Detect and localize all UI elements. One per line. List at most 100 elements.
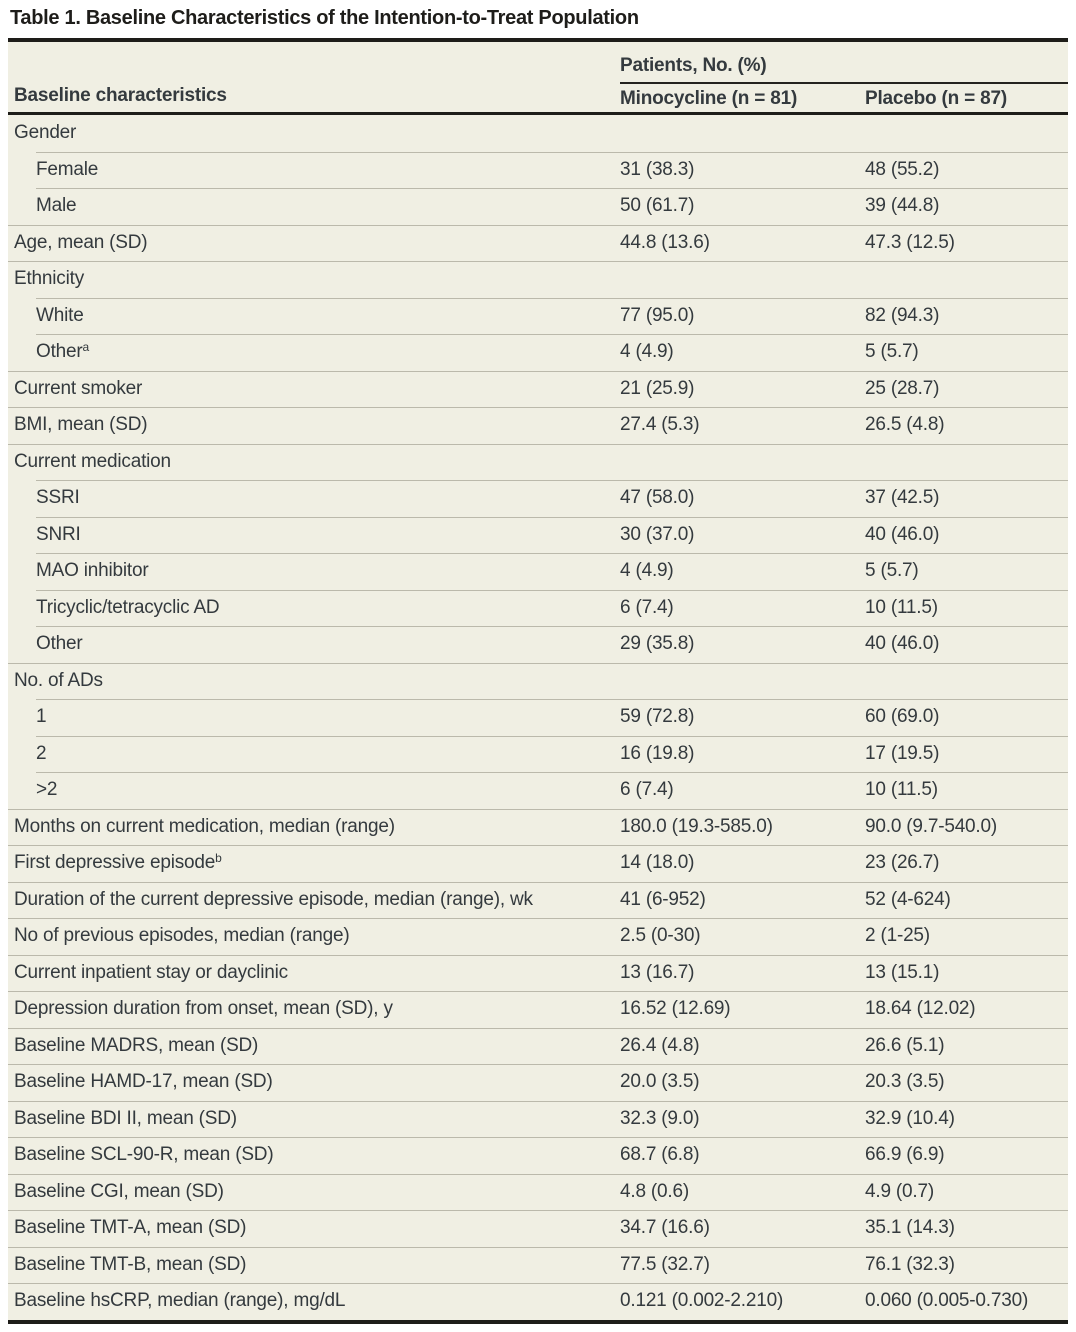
row-label-text: Months on current medication, median (ra… [14, 815, 395, 837]
baseline-characteristics-table: Baseline characteristics Patients, No. (… [8, 38, 1068, 1324]
table-row: Gender [8, 115, 1068, 152]
row-placebo-value: 25 (28.7) [865, 377, 940, 399]
row-label-sup: b [215, 851, 222, 866]
row-minocycline-value: 31 (38.3) [620, 158, 695, 180]
row-label: Male [8, 195, 620, 217]
table-body: Gender Female 31 (38.3) 48 (55.2) Male 5… [8, 115, 1068, 1320]
row-label-text: Depression duration from onset, mean (SD… [14, 998, 393, 1020]
row-label-text: Baseline MADRS, mean (SD) [14, 1034, 259, 1056]
table-row: Female 31 (38.3) 48 (55.2) [8, 151, 1068, 189]
row-minocycline-value: 4.8 (0.6) [620, 1180, 689, 1202]
row-label: 1 [8, 706, 620, 728]
table-row: Othera 4 (4.9) 5 (5.7) [8, 334, 1068, 371]
row-label: Baseline SCL-90-R, mean (SD) [8, 1144, 620, 1166]
table-row: Current medication [8, 443, 1068, 481]
row-minocycline-value: 26.4 (4.8) [620, 1034, 700, 1056]
table-row: Baseline hsCRP, median (range), mg/dL 0.… [8, 1283, 1068, 1320]
row-label-text: Baseline HAMD-17, mean (SD) [14, 1071, 273, 1093]
row-minocycline-value: 29 (35.8) [620, 633, 695, 655]
row-placebo-value: 5 (5.7) [865, 341, 919, 363]
row-minocycline-value: 41 (6-952) [620, 888, 706, 910]
row-minocycline-value: 16.52 (12.69) [620, 998, 731, 1020]
row-placebo-value: 52 (4-624) [865, 888, 951, 910]
row-label-text: Gender [14, 122, 77, 144]
table-row: >2 6 (7.4) 10 (11.5) [8, 772, 1068, 809]
row-placebo-value: 13 (15.1) [865, 961, 940, 983]
row-placebo-value: 37 (42.5) [865, 487, 940, 509]
row-minocycline-value: 16 (19.8) [620, 742, 695, 764]
row-minocycline-value: 47 (58.0) [620, 487, 695, 509]
row-placebo-value: 17 (19.5) [865, 742, 940, 764]
row-placebo-value: 60 (69.0) [865, 706, 940, 728]
row-label-text: White [36, 304, 84, 326]
row-placebo-value: 26.5 (4.8) [865, 414, 945, 436]
row-placebo-value: 47.3 (12.5) [865, 231, 955, 253]
row-label-text: Duration of the current depressive episo… [14, 888, 533, 910]
row-label: Baseline TMT-A, mean (SD) [8, 1217, 620, 1239]
table-row: White 77 (95.0) 82 (94.3) [8, 297, 1068, 335]
row-minocycline-value: 50 (61.7) [620, 195, 695, 217]
column-header-minocycline: Minocycline (n = 81) [620, 88, 798, 109]
row-label-text: No of previous episodes, median (range) [14, 925, 350, 947]
row-placebo-value: 0.060 (0.005-0.730) [865, 1290, 1029, 1312]
table-row: Male 50 (61.7) 39 (44.8) [8, 188, 1068, 225]
table-row: Age, mean (SD) 44.8 (13.6) 47.3 (12.5) [8, 224, 1068, 262]
row-minocycline-value: 14 (18.0) [620, 852, 695, 874]
table-row: Baseline TMT-A, mean (SD) 34.7 (16.6) 35… [8, 1210, 1068, 1247]
row-label-text: Current smoker [14, 377, 143, 399]
row-label: Current medication [8, 451, 620, 473]
table-row: No of previous episodes, median (range) … [8, 918, 1068, 955]
row-label: Othera [8, 340, 620, 363]
row-placebo-value: 39 (44.8) [865, 195, 940, 217]
row-placebo-value: 40 (46.0) [865, 523, 940, 545]
row-minocycline-value: 2.5 (0-30) [620, 925, 701, 947]
row-placebo-value: 26.6 (5.1) [865, 1034, 945, 1056]
row-placebo-value: 2 (1-25) [865, 925, 930, 947]
row-label: Age, mean (SD) [8, 232, 620, 254]
row-label-text: Age, mean (SD) [14, 231, 148, 253]
row-placebo-value: 4.9 (0.7) [865, 1180, 934, 1202]
table-row: SNRI 30 (37.0) 40 (46.0) [8, 516, 1068, 554]
row-minocycline-value: 68.7 (6.8) [620, 1144, 700, 1166]
table-row: No. of ADs [8, 662, 1068, 700]
row-placebo-value: 18.64 (12.02) [865, 998, 976, 1020]
row-label: Current inpatient stay or dayclinic [8, 962, 620, 984]
row-label-text: Ethnicity [14, 268, 85, 290]
column-header-placebo: Placebo (n = 87) [865, 88, 1007, 109]
table-row: BMI, mean (SD) 27.4 (5.3) 26.5 (4.8) [8, 407, 1068, 444]
row-minocycline-value: 77 (95.0) [620, 304, 695, 326]
row-label-sup: a [82, 340, 90, 355]
row-minocycline-value: 77.5 (32.7) [620, 1253, 710, 1275]
table-row: SSRI 47 (58.0) 37 (42.5) [8, 480, 1068, 517]
row-minocycline-value: 180.0 (19.3-585.0) [620, 815, 773, 837]
row-label-text: Male [36, 195, 77, 217]
row-minocycline-value: 6 (7.4) [620, 596, 674, 618]
row-label-text: Current medication [14, 450, 171, 472]
row-minocycline-value: 34.7 (16.6) [620, 1217, 710, 1239]
row-label-text: Female [36, 158, 99, 180]
table-row: MAO inhibitor 4 (4.9) 5 (5.7) [8, 553, 1068, 590]
table-row: Tricyclic/tetracyclic AD 6 (7.4) 10 (11.… [8, 589, 1068, 627]
row-label-text: No. of ADs [14, 669, 103, 691]
row-label-text: SSRI [36, 487, 80, 509]
row-label-text: 2 [36, 742, 47, 764]
row-label: Gender [8, 122, 620, 144]
row-label: White [8, 305, 620, 327]
row-label-text: Baseline SCL-90-R, mean (SD) [14, 1144, 274, 1166]
row-label: Ethnicity [8, 268, 620, 290]
row-label: Months on current medication, median (ra… [8, 816, 620, 838]
row-placebo-value: 23 (26.7) [865, 852, 940, 874]
row-minocycline-value: 13 (16.7) [620, 961, 695, 983]
row-label-text: Baseline TMT-A, mean (SD) [14, 1217, 247, 1239]
table-row: Baseline MADRS, mean (SD) 26.4 (4.8) 26.… [8, 1027, 1068, 1065]
row-placebo-value: 5 (5.7) [865, 560, 919, 582]
row-placebo-value: 35.1 (14.3) [865, 1217, 955, 1239]
row-label: Depression duration from onset, mean (SD… [8, 998, 620, 1020]
table-row: Current inpatient stay or dayclinic 13 (… [8, 954, 1068, 992]
row-label-text: Baseline CGI, mean (SD) [14, 1180, 224, 1202]
row-placebo-value: 20.3 (3.5) [865, 1071, 945, 1093]
row-label: MAO inhibitor [8, 560, 620, 582]
table-row: Duration of the current depressive episo… [8, 881, 1068, 919]
row-label: Tricyclic/tetracyclic AD [8, 597, 620, 619]
